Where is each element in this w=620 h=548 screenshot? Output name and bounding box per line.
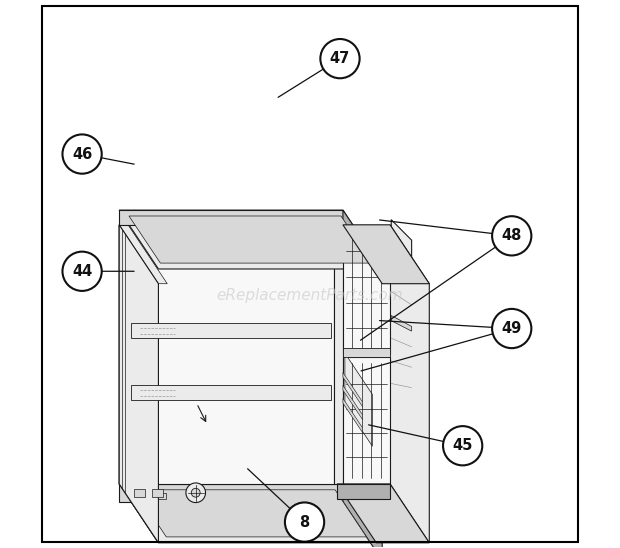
Polygon shape [334,225,343,484]
Polygon shape [391,316,412,331]
Circle shape [492,309,531,348]
Circle shape [63,252,102,291]
Polygon shape [337,484,390,499]
Text: eReplacementParts.com: eReplacementParts.com [216,288,404,303]
Polygon shape [343,357,390,484]
Circle shape [285,503,324,542]
Polygon shape [343,385,363,420]
Polygon shape [119,210,343,225]
Polygon shape [343,349,390,357]
Text: 46: 46 [72,146,92,162]
Polygon shape [128,225,334,484]
Circle shape [192,488,200,497]
Polygon shape [131,385,331,400]
Polygon shape [119,225,167,284]
Polygon shape [391,316,412,406]
Polygon shape [135,490,366,537]
Circle shape [63,134,102,174]
Polygon shape [343,225,429,284]
Text: 44: 44 [72,264,92,279]
Circle shape [186,483,206,503]
Polygon shape [119,210,382,269]
Polygon shape [119,225,159,543]
Polygon shape [129,216,373,263]
Polygon shape [345,353,373,446]
Polygon shape [390,225,429,543]
Polygon shape [343,484,382,548]
Polygon shape [119,225,159,543]
Polygon shape [343,225,390,355]
Polygon shape [154,493,166,499]
Text: 45: 45 [453,438,473,453]
Polygon shape [343,210,382,284]
Polygon shape [343,373,363,407]
Circle shape [443,426,482,465]
Polygon shape [337,484,429,543]
Text: 48: 48 [502,229,522,243]
Circle shape [321,39,360,78]
Text: 47: 47 [330,51,350,66]
Polygon shape [119,484,343,501]
Polygon shape [131,323,331,338]
Bar [135,489,145,496]
Text: 8: 8 [299,515,309,529]
Circle shape [492,216,531,255]
Polygon shape [343,398,363,432]
Text: 49: 49 [502,321,522,336]
Polygon shape [391,220,412,329]
Bar [152,489,163,496]
Polygon shape [137,493,149,499]
Polygon shape [119,225,128,484]
Polygon shape [119,484,382,543]
